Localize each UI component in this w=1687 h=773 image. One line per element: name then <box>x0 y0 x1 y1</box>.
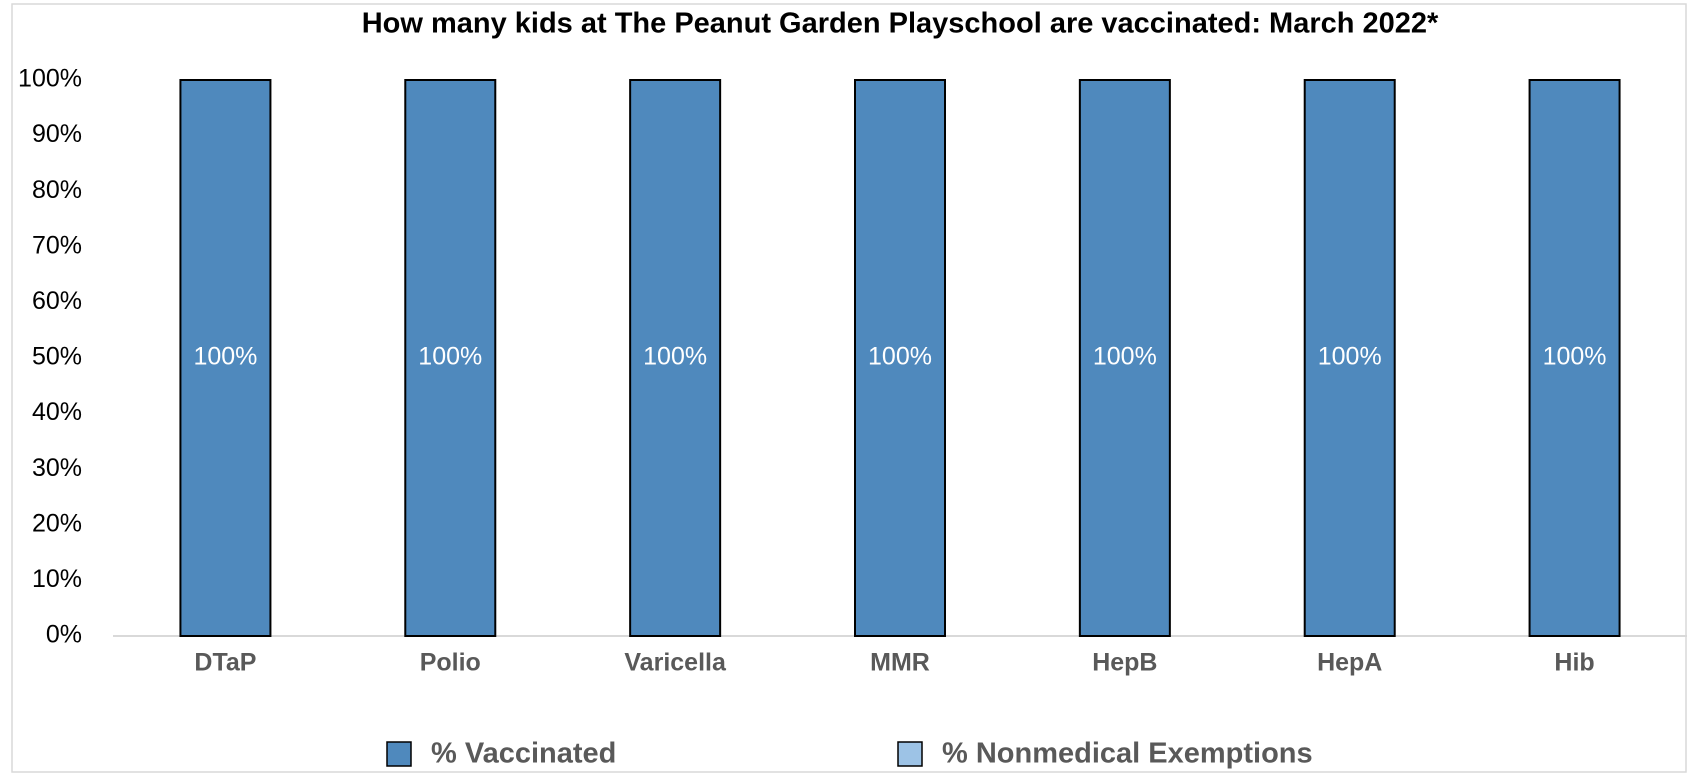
bar-segment <box>179 79 272 637</box>
bar-segment <box>404 79 497 637</box>
y-tick-label: 90% <box>32 120 82 148</box>
y-tick-label: 100% <box>18 65 82 93</box>
legend-swatch <box>386 741 412 767</box>
x-tick-label: Hib <box>1554 649 1594 677</box>
value-label: 100% <box>1543 343 1607 371</box>
y-tick-label: 80% <box>32 176 82 204</box>
bar-segment <box>1078 79 1171 637</box>
x-tick-label: HepA <box>1317 649 1382 677</box>
x-tick-label: HepB <box>1092 649 1157 677</box>
value-label: 100% <box>643 343 707 371</box>
y-tick-label: 50% <box>32 343 82 371</box>
x-tick-label: MMR <box>870 649 930 677</box>
bar-segment <box>1303 79 1396 637</box>
y-tick-label: 30% <box>32 454 82 482</box>
chart-frame <box>11 3 1687 773</box>
bar-segment <box>629 79 722 637</box>
bar-segment <box>1528 79 1621 637</box>
y-tick-label: 70% <box>32 231 82 259</box>
legend-label: % Nonmedical Exemptions <box>942 738 1313 770</box>
y-tick-label: 0% <box>46 621 82 649</box>
x-tick-label: DTaP <box>194 649 256 677</box>
y-tick-label: 60% <box>32 287 82 315</box>
value-label: 100% <box>1093 343 1157 371</box>
value-label: 100% <box>868 343 932 371</box>
bar-segment <box>854 79 946 637</box>
value-label: 100% <box>1318 343 1382 371</box>
chart-title: How many kids at The Peanut Garden Plays… <box>362 8 1439 40</box>
value-label: 100% <box>193 343 257 371</box>
y-tick-label: 40% <box>32 398 82 426</box>
legend-label: % Vaccinated <box>431 738 616 770</box>
legend-swatch <box>897 741 923 767</box>
x-tick-label: Varicella <box>624 649 727 677</box>
value-label: 100% <box>418 343 482 371</box>
y-tick-label: 20% <box>32 509 82 537</box>
x-tick-label: Polio <box>420 649 481 677</box>
y-tick-label: 10% <box>32 565 82 593</box>
